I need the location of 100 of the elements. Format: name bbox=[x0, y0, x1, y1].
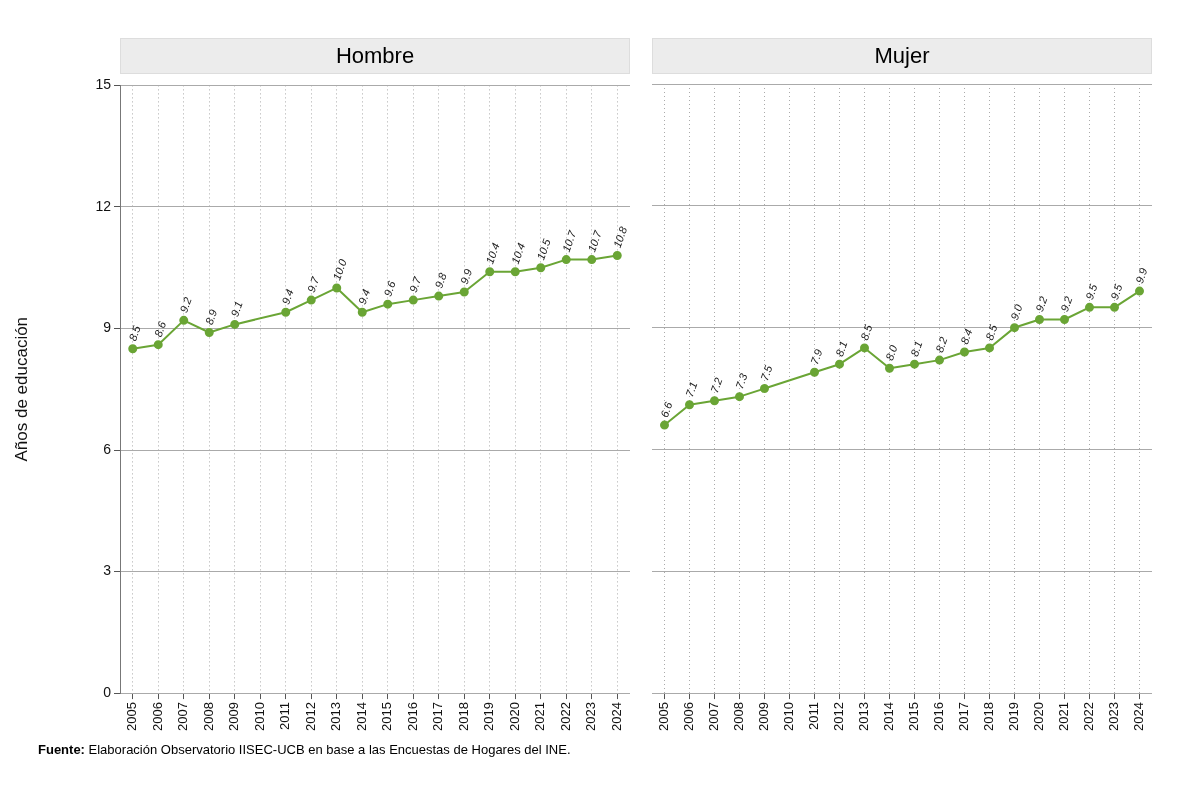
x-tick-label: 2013 bbox=[856, 702, 872, 731]
x-tick-label: 2022 bbox=[1081, 702, 1097, 731]
chart-title: Hombre bbox=[120, 38, 630, 74]
data-label: 8.6 bbox=[151, 319, 169, 339]
data-label: 9.7 bbox=[304, 274, 322, 294]
point bbox=[885, 363, 894, 373]
data-label: 10.8 bbox=[610, 224, 630, 250]
y-tick-label: 15 bbox=[95, 76, 112, 93]
data-label: 10.4 bbox=[483, 241, 502, 266]
data-label: 8.5 bbox=[982, 322, 1000, 342]
data-label: 10.5 bbox=[534, 236, 554, 262]
data-label: 8.5 bbox=[857, 322, 875, 342]
point bbox=[1135, 286, 1144, 296]
x-tick-label: 2009 bbox=[226, 702, 242, 731]
x-tick-label: 2006 bbox=[149, 702, 165, 731]
x-tick-label: 2014 bbox=[353, 702, 369, 731]
data-label: 9.4 bbox=[355, 287, 373, 306]
point bbox=[459, 287, 469, 297]
x-tick-label: 2012 bbox=[302, 702, 318, 731]
x-tick-label: 2023 bbox=[1106, 702, 1122, 731]
data-label: 9.6 bbox=[381, 278, 399, 298]
x-tick-label: 2019 bbox=[1006, 702, 1022, 731]
x-tick-label: 2012 bbox=[831, 702, 847, 731]
data-label: 10.0 bbox=[330, 256, 350, 282]
point bbox=[179, 315, 189, 325]
x-tick-label: 2024 bbox=[1131, 702, 1147, 731]
point bbox=[612, 251, 622, 261]
source-note: Fuente: Elaboración Observatorio IISEC-UCB en base a las Encuestas de Hogares del INE. bbox=[38, 742, 572, 757]
x-tick-label: 2020 bbox=[506, 702, 522, 731]
x-tick-label: 2024 bbox=[608, 702, 624, 731]
data-label: 9.4 bbox=[279, 287, 296, 306]
data-label: 7.3 bbox=[732, 371, 750, 391]
x-tick-label: 2017 bbox=[430, 702, 446, 731]
data-label: 9.2 bbox=[177, 295, 194, 315]
point bbox=[985, 343, 994, 353]
data-label: 9.9 bbox=[457, 267, 475, 286]
point bbox=[660, 420, 669, 430]
x-tick-label: 2005 bbox=[124, 702, 140, 731]
point bbox=[561, 255, 571, 265]
data-label: 8.5 bbox=[126, 323, 144, 343]
data-label: 7.2 bbox=[707, 375, 725, 395]
x-tick-label: 2021 bbox=[1056, 702, 1072, 731]
x-tick-label: 2010 bbox=[781, 702, 797, 731]
data-label: 9.2 bbox=[1057, 294, 1075, 314]
x-tick-label: 2009 bbox=[756, 702, 772, 731]
point bbox=[810, 367, 819, 377]
point bbox=[1085, 302, 1094, 312]
point bbox=[760, 384, 769, 394]
data-label: 8.0 bbox=[882, 342, 900, 362]
data-label: 9.7 bbox=[406, 274, 424, 294]
point bbox=[383, 299, 393, 309]
x-tick-label: 2008 bbox=[731, 702, 747, 731]
data-label: 9.1 bbox=[228, 299, 245, 319]
y-tick-label: 3 bbox=[103, 562, 112, 579]
point bbox=[1010, 323, 1019, 333]
chart-title: Mujer bbox=[652, 38, 1152, 74]
y-tick-label: 0 bbox=[103, 683, 112, 700]
data-label: 9.9 bbox=[1132, 266, 1150, 285]
x-tick-label: 2006 bbox=[681, 702, 697, 731]
point bbox=[510, 267, 520, 277]
point bbox=[1060, 315, 1069, 325]
data-label: 8.1 bbox=[832, 339, 850, 358]
point bbox=[735, 392, 744, 402]
point bbox=[835, 359, 844, 369]
data-label: 8.1 bbox=[907, 339, 925, 358]
x-tick-label: 2020 bbox=[1031, 702, 1047, 731]
data-label: 9.5 bbox=[1082, 281, 1100, 302]
data-label: 10.4 bbox=[508, 241, 528, 266]
x-tick-label: 2007 bbox=[175, 702, 191, 731]
x-tick-label: 2015 bbox=[906, 702, 922, 731]
x-tick-label: 2023 bbox=[583, 702, 599, 731]
point bbox=[536, 263, 546, 273]
data-label: 8.9 bbox=[202, 307, 220, 327]
x-tick-label: 2021 bbox=[532, 702, 548, 731]
point bbox=[960, 347, 969, 357]
point bbox=[153, 340, 163, 350]
point bbox=[587, 255, 597, 265]
point bbox=[332, 283, 342, 293]
x-tick-label: 2010 bbox=[251, 702, 267, 731]
x-tick-label: 2016 bbox=[404, 702, 420, 731]
x-tick-label: 2018 bbox=[455, 702, 471, 731]
point bbox=[434, 291, 444, 301]
x-tick-label: 2014 bbox=[881, 702, 897, 731]
x-tick-label: 2011 bbox=[277, 702, 293, 731]
data-label: 9.8 bbox=[432, 270, 450, 290]
data-label: 9.5 bbox=[1107, 281, 1125, 302]
point bbox=[408, 295, 418, 305]
y-axis-title: Años de educación bbox=[11, 316, 31, 462]
point bbox=[306, 295, 316, 305]
x-tick-label: 2022 bbox=[557, 702, 573, 731]
point bbox=[128, 344, 138, 354]
x-tick-label: 2013 bbox=[328, 702, 344, 731]
x-tick-label: 2019 bbox=[481, 702, 497, 731]
y-tick-label: 12 bbox=[95, 197, 112, 214]
data-label: 9.0 bbox=[1007, 302, 1025, 322]
y-tick-label: 9 bbox=[103, 319, 112, 336]
data-label: 9.2 bbox=[1032, 294, 1050, 314]
x-tick-label: 2015 bbox=[379, 702, 395, 731]
data-label: 8.4 bbox=[957, 327, 975, 346]
x-tick-label: 2017 bbox=[956, 702, 972, 731]
